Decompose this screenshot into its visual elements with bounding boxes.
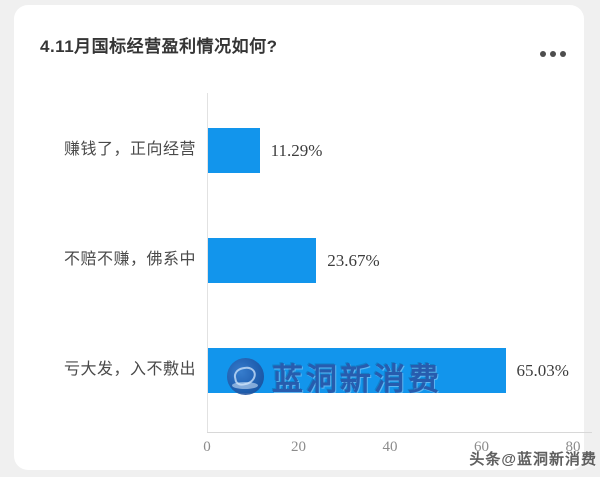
bar <box>208 348 506 393</box>
bar-row: 65.03% <box>208 348 598 393</box>
category-label: 亏大发，入不敷出 <box>63 361 196 378</box>
x-tick-label: 60 <box>474 439 489 455</box>
survey-card: 4.11月国标经营盈利情况如何? 赚钱了，正向经营 不赔不赚，佛系中 亏大发，入… <box>14 5 592 470</box>
question-title: 4.11月国标经营盈利情况如何? <box>40 37 278 56</box>
menu-dot <box>560 51 566 57</box>
menu-dot <box>540 51 546 57</box>
menu-dot <box>550 51 556 57</box>
x-axis-ticks: 0 20 40 60 80 <box>203 439 592 459</box>
value-label: 23.67% <box>327 251 380 270</box>
ellipsis-menu-icon[interactable] <box>536 47 570 61</box>
bar <box>208 238 317 283</box>
bar-row: 11.29% <box>208 128 598 173</box>
x-tick-label: 40 <box>382 439 398 455</box>
value-label: 11.29% <box>270 141 323 160</box>
x-tick-label: 20 <box>291 439 306 455</box>
y-axis-line <box>207 93 208 432</box>
bar-row: 23.67% <box>208 238 598 283</box>
category-label: 赚钱了，正向经营 <box>63 141 196 158</box>
x-tick-label: 80 <box>565 439 581 455</box>
category-label: 不赔不赚，佛系中 <box>63 251 196 268</box>
bar <box>208 128 260 173</box>
value-label: 65.03% <box>516 361 569 380</box>
x-axis-line <box>207 432 592 433</box>
x-tick-label: 0 <box>203 439 211 455</box>
